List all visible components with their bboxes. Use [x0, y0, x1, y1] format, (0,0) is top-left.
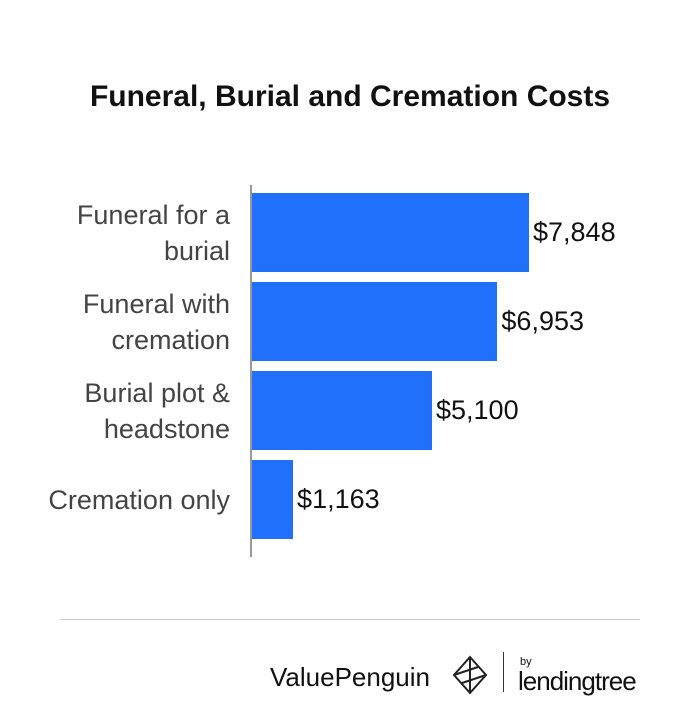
category-label: Cremation only [48, 484, 230, 515]
separator [60, 619, 640, 620]
bar [252, 193, 529, 272]
partner: lendingtree [518, 666, 637, 696]
bar [252, 282, 498, 361]
by-label: by [520, 656, 532, 668]
axis-line [250, 185, 252, 557]
value-label: $7,848 [533, 216, 616, 247]
divider [503, 652, 504, 692]
chart-title: Funeral, Burial and Cremation Costs [89, 80, 611, 113]
value-label: $6,953 [501, 305, 584, 336]
category-label: Funeral with cremation [82, 288, 230, 355]
bar [252, 460, 294, 539]
bar [252, 371, 432, 450]
brand: ValuePenguin [270, 662, 430, 692]
value-label: $5,100 [436, 394, 519, 425]
value-label: $1,163 [297, 483, 380, 514]
brand-logo [452, 655, 488, 695]
category-label: Funeral for a burial [76, 199, 230, 266]
category-label: Burial plot & headstone [84, 377, 230, 444]
